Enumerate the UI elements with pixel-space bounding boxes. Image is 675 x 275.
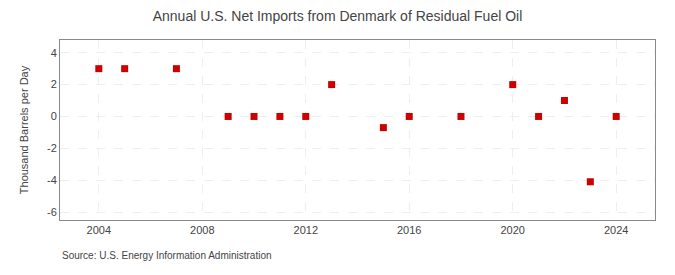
svg-text:Annual U.S. Net Imports from D: Annual U.S. Net Imports from Denmark of … <box>153 8 523 24</box>
svg-text:2008: 2008 <box>190 224 214 236</box>
svg-text:-2: -2 <box>47 142 57 154</box>
svg-text:2004: 2004 <box>87 224 111 236</box>
svg-text:2016: 2016 <box>397 224 421 236</box>
svg-text:2: 2 <box>51 78 57 90</box>
svg-text:Source: U.S. Energy Informatio: Source: U.S. Energy Information Administ… <box>62 250 272 261</box>
svg-text:4: 4 <box>51 47 57 59</box>
svg-text:0: 0 <box>51 110 57 122</box>
svg-text:Thousand Barrels per Day: Thousand Barrels per Day <box>18 65 30 194</box>
svg-text:2024: 2024 <box>604 224 628 236</box>
svg-text:2012: 2012 <box>294 224 318 236</box>
svg-text:2020: 2020 <box>500 224 524 236</box>
svg-text:-6: -6 <box>47 206 57 218</box>
svg-text:-4: -4 <box>47 174 57 186</box>
